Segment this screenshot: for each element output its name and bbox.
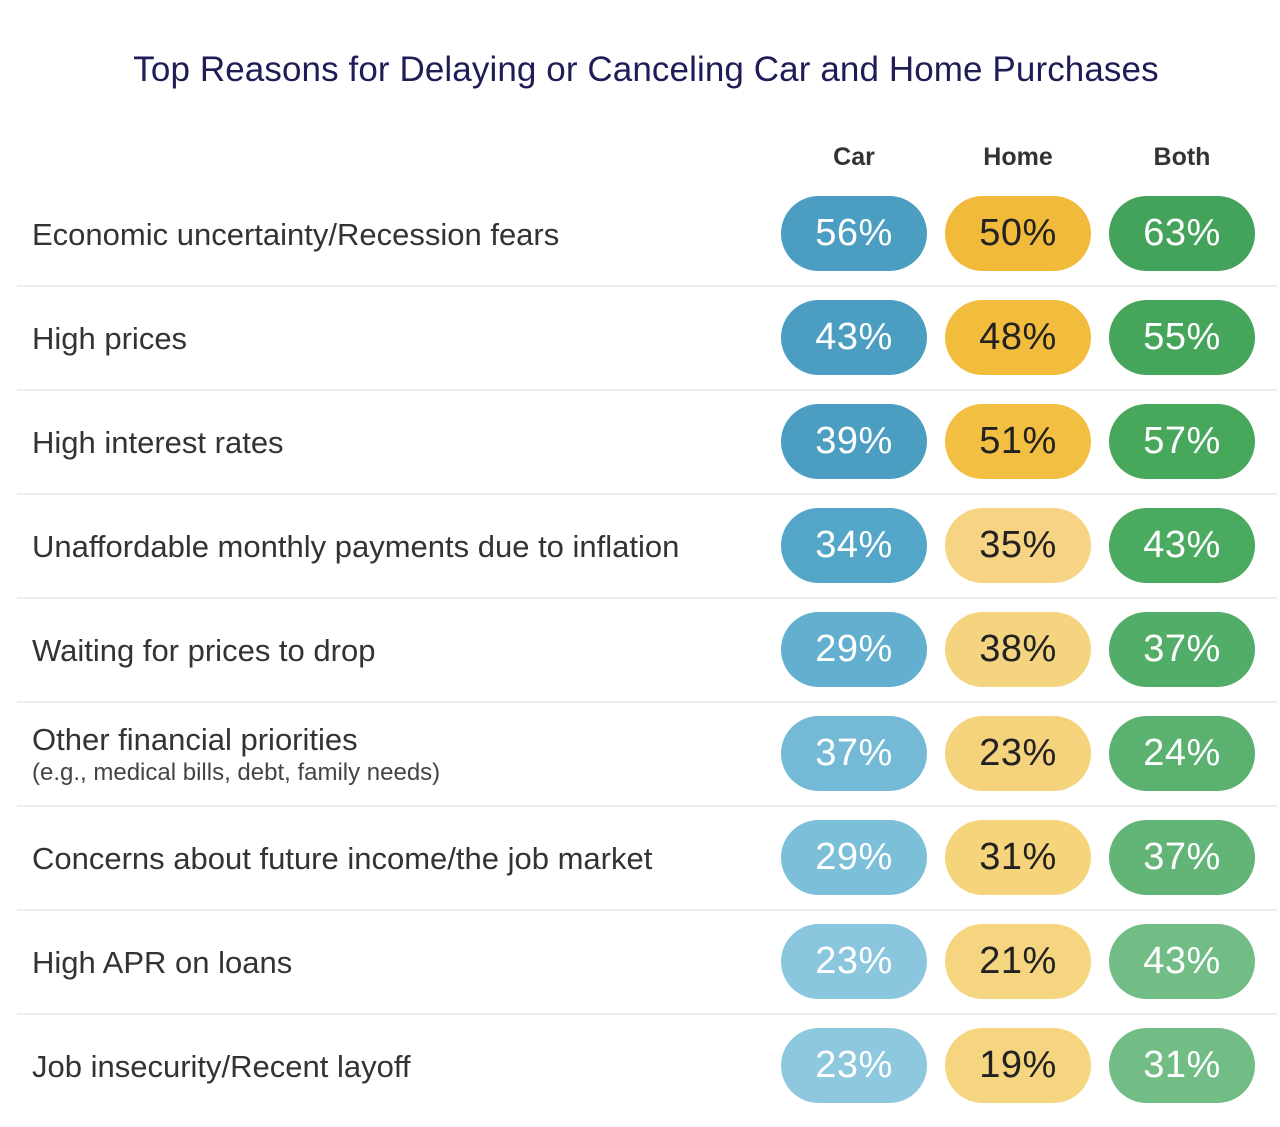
table-row: High prices 43% 48% 55% (17, 287, 1277, 391)
column-header-both: Both (1153, 143, 1211, 171)
row-label-group: High prices (32, 287, 772, 391)
row-divider (17, 909, 1277, 911)
value-pill-home: 23% (945, 716, 1091, 791)
value-pill-both: 37% (1109, 820, 1255, 895)
column-header-car: Car (833, 143, 875, 171)
row-label-group: Unaffordable monthly payments due to inf… (32, 495, 772, 599)
value-pill-home: 48% (945, 300, 1091, 375)
table-row: High interest rates 39% 51% 57% (17, 391, 1277, 495)
table-row: Unaffordable monthly payments due to inf… (17, 495, 1277, 599)
value-pill-home: 35% (945, 508, 1091, 583)
value-pill-home: 31% (945, 820, 1091, 895)
value-pill-car: 29% (781, 612, 927, 687)
row-label-group: Job insecurity/Recent layoff (32, 1015, 772, 1119)
row-divider (17, 701, 1277, 703)
row-divider (17, 805, 1277, 807)
row-divider (17, 285, 1277, 287)
row-label-group: Waiting for prices to drop (32, 599, 772, 703)
value-pill-both: 31% (1109, 1028, 1255, 1103)
row-label: Concerns about future income/the job mar… (32, 841, 653, 876)
chart-title: Top Reasons for Delaying or Canceling Ca… (133, 50, 1159, 89)
row-divider (17, 1013, 1277, 1015)
value-pill-car: 56% (781, 196, 927, 271)
row-sublabel: (e.g., medical bills, debt, family needs… (32, 759, 441, 786)
row-label: Economic uncertainty/Recession fears (32, 217, 560, 252)
row-label: Unaffordable monthly payments due to inf… (32, 529, 680, 564)
value-pill-both: 43% (1109, 508, 1255, 583)
row-divider (17, 597, 1277, 599)
value-pill-home: 38% (945, 612, 1091, 687)
row-label: Job insecurity/Recent layoff (32, 1049, 411, 1084)
value-pill-home: 21% (945, 924, 1091, 999)
value-pill-car: 37% (781, 716, 927, 791)
value-pill-home: 19% (945, 1028, 1091, 1103)
row-label: High interest rates (32, 425, 284, 460)
row-label: Waiting for prices to drop (32, 633, 376, 668)
value-pill-car: 34% (781, 508, 927, 583)
table-row: Job insecurity/Recent layoff 23% 19% 31% (17, 1015, 1277, 1119)
value-pill-car: 43% (781, 300, 927, 375)
column-header-home: Home (983, 143, 1053, 171)
row-label-group: Other financial priorities (e.g., medical… (32, 703, 772, 807)
table-row: Waiting for prices to drop 29% 38% 37% (17, 599, 1277, 703)
value-pill-both: 24% (1109, 716, 1255, 791)
row-label-group: Economic uncertainty/Recession fears (32, 183, 772, 287)
value-pill-home: 51% (945, 404, 1091, 479)
table-row: Concerns about future income/the job mar… (17, 807, 1277, 911)
value-pill-both: 57% (1109, 404, 1255, 479)
value-pill-car: 23% (781, 1028, 927, 1103)
row-divider (17, 389, 1277, 391)
row-divider (17, 493, 1277, 495)
row-label: Other financial priorities (32, 722, 358, 757)
value-pill-car: 23% (781, 924, 927, 999)
value-pill-both: 37% (1109, 612, 1255, 687)
table-row: Economic uncertainty/Recession fears 56% 5… (17, 183, 1277, 287)
row-label: High APR on loans (32, 945, 293, 980)
value-pill-car: 29% (781, 820, 927, 895)
value-pill-both: 63% (1109, 196, 1255, 271)
table-row: Other financial priorities (e.g., medical… (17, 703, 1277, 807)
row-label: High prices (32, 321, 188, 356)
row-label-group: Concerns about future income/the job mar… (32, 807, 772, 911)
value-pill-both: 43% (1109, 924, 1255, 999)
value-pill-home: 50% (945, 196, 1091, 271)
value-pill-car: 39% (781, 404, 927, 479)
row-label-group: High APR on loans (32, 911, 772, 1015)
row-label-group: High interest rates (32, 391, 772, 495)
table-row: High APR on loans 23% 21% 43% (17, 911, 1277, 1015)
value-pill-both: 55% (1109, 300, 1255, 375)
